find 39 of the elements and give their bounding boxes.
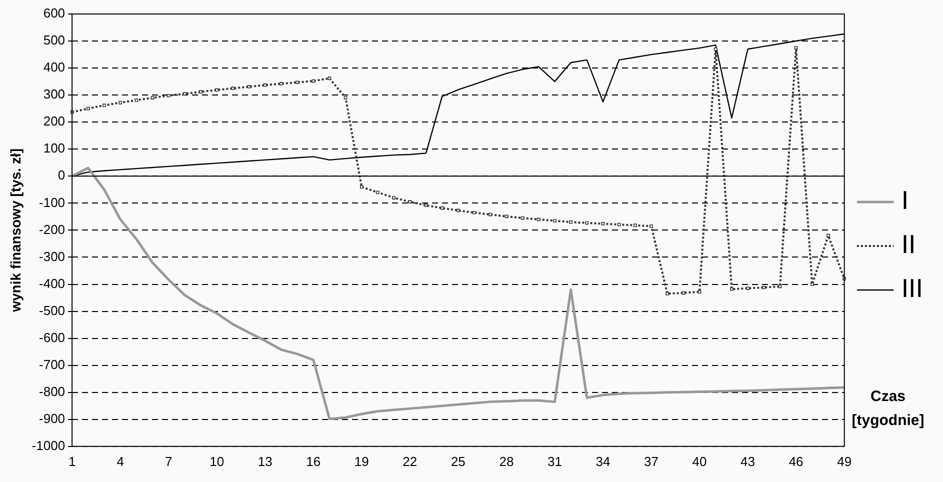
- y-tick-label: 300: [43, 86, 66, 102]
- x-tick-label: 10: [210, 454, 224, 469]
- x-tick-label: 46: [788, 454, 804, 469]
- x-tick-label: 13: [258, 454, 272, 469]
- x-tick-label: 22: [402, 454, 418, 469]
- x-tick-label: 49: [837, 454, 852, 469]
- x-tick-label: 31: [547, 454, 562, 469]
- x-tick-label: 19: [354, 454, 369, 469]
- y-tick-label: -400: [39, 276, 66, 291]
- y-tick-label: -100: [39, 194, 66, 210]
- x-tick-label: 40: [692, 454, 707, 469]
- legend-label: I: [901, 185, 909, 216]
- y-tick-label: 0: [58, 168, 66, 183]
- legend-label: II: [901, 229, 916, 260]
- y-tick-label: 600: [43, 6, 66, 21]
- x-axis-title: Czas [tygodnie]: [850, 387, 926, 431]
- y-tick-label: 400: [43, 60, 66, 75]
- y-axis-title: wynik finansowy [tys. zł]: [7, 148, 24, 313]
- x-tick-label: 4: [116, 454, 124, 469]
- x-tick-label: 37: [644, 454, 658, 469]
- x-tick-label: 1: [68, 454, 76, 469]
- y-tick-label: -800: [39, 384, 66, 399]
- x-tick-label: 25: [450, 454, 466, 469]
- y-tick-label: -700: [39, 356, 66, 372]
- x-tick-label: 28: [499, 454, 514, 469]
- x-tick-label: 34: [596, 454, 610, 469]
- y-tick-label: -200: [39, 222, 66, 237]
- y-tick-label: -1000: [32, 438, 66, 453]
- y-tick-label: 500: [43, 32, 66, 48]
- y-tick-label: -500: [39, 302, 66, 318]
- y-tick-label: 200: [43, 114, 66, 129]
- y-tick-label: -300: [39, 248, 66, 264]
- y-tick-label: -600: [39, 330, 66, 345]
- legend-label: III: [901, 273, 923, 304]
- x-tick-label: 43: [740, 454, 756, 469]
- y-tick-label: -900: [39, 410, 66, 426]
- x-tick-label: 7: [164, 454, 172, 469]
- y-tick-label: 100: [43, 140, 66, 156]
- x-tick-label: 16: [306, 454, 321, 469]
